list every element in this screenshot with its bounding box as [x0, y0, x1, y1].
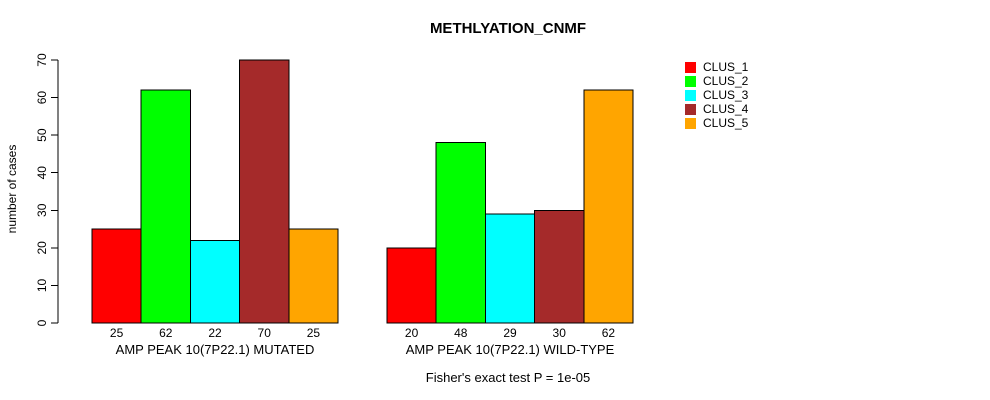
bar-value-label-clus_5-group0: 25	[307, 326, 321, 340]
bar-clus_2-group1	[435, 142, 486, 324]
bar-value-label-clus_3-group0: 22	[208, 326, 222, 340]
legend-label-clus_1: CLUS_1	[703, 60, 749, 74]
legend-entry-clus_5: CLUS_5	[685, 116, 748, 130]
bar-clus_4-group0	[239, 59, 290, 324]
legend-label-clus_5: CLUS_5	[703, 116, 749, 130]
bar-value-label-clus_4-group1: 30	[553, 326, 567, 340]
y-axis-tick-label: 10	[35, 278, 49, 292]
y-axis-title: number of cases	[5, 144, 19, 234]
legend-swatch-clus_2	[685, 75, 696, 87]
legend: CLUS_1 CLUS_2 CLUS_3 CLUS_4 CLUS_5	[685, 60, 748, 130]
bar-clus_3-group1	[484, 213, 536, 324]
bar-value-label-clus_2-group1: 48	[454, 326, 468, 340]
legend-swatch-clus_3	[685, 89, 696, 101]
y-axis-tick-label: 60	[35, 91, 49, 105]
legend-entry-clus_2: CLUS_2	[685, 74, 748, 88]
y-axis-tick-label: 40	[35, 166, 49, 180]
legend-swatch-clus_5	[685, 117, 696, 129]
bar-clus_1-group1	[386, 247, 437, 324]
y-axis-tick-label: 20	[35, 241, 49, 255]
y-axis-tick-label: 70	[35, 53, 49, 67]
bar-clus_1-group0	[91, 228, 142, 324]
bar-value-label-clus_3-group1: 29	[503, 326, 517, 340]
legend-label-clus_3: CLUS_3	[703, 88, 749, 102]
bar-clus_5-group0	[288, 228, 339, 324]
legend-swatch-clus_1	[685, 61, 696, 73]
y-axis-tick-label: 50	[35, 128, 49, 142]
x-group-label-wildtype: AMP PEAK 10(7P22.1) WILD-TYPE	[405, 342, 615, 357]
bar-value-label-clus_5-group1: 62	[602, 326, 616, 340]
bar-clus_3-group0	[189, 239, 241, 324]
legend-label-clus_2: CLUS_2	[703, 74, 749, 88]
legend-entry-clus_1: CLUS_1	[685, 60, 748, 74]
bar-value-label-clus_4-group0: 70	[258, 326, 272, 340]
y-axis-tick-label: 30	[35, 203, 49, 217]
fisher-test-footnote: Fisher's exact test P = 1e-05	[425, 370, 591, 385]
bar-clus_2-group0	[140, 89, 191, 324]
legend-entry-clus_4: CLUS_4	[685, 102, 748, 116]
bar-clus_4-group1	[534, 209, 585, 324]
bar-value-label-clus_1-group1: 20	[405, 326, 419, 340]
bar-clus_5-group1	[583, 89, 634, 324]
chart-title: METHLYATION_CNMF	[429, 20, 587, 37]
y-axis-tick-label: 0	[35, 319, 49, 326]
bar-value-label-clus_2-group0: 62	[159, 326, 173, 340]
x-group-label-mutated: AMP PEAK 10(7P22.1) MUTATED	[115, 342, 315, 357]
legend-swatch-clus_4	[685, 103, 696, 115]
legend-entry-clus_3: CLUS_3	[685, 88, 748, 102]
legend-label-clus_4: CLUS_4	[703, 102, 749, 116]
bar-value-label-clus_1-group0: 25	[110, 326, 124, 340]
